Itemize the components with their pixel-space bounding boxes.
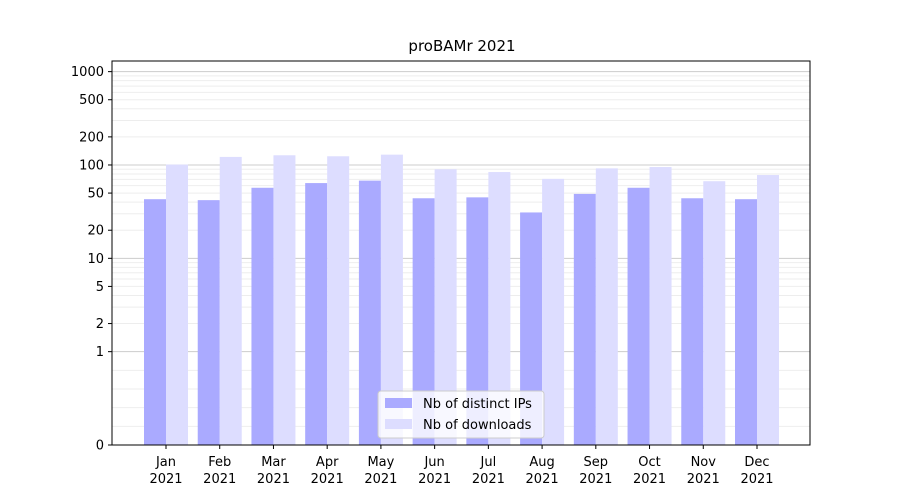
bar-downloads bbox=[380, 154, 403, 446]
bar-downloads bbox=[595, 168, 618, 445]
bar-downloads bbox=[434, 169, 457, 446]
bar-downloads bbox=[757, 175, 779, 445]
legend-box bbox=[377, 390, 545, 439]
legend-swatch bbox=[385, 419, 412, 429]
bar-downloads bbox=[273, 155, 296, 446]
y-tick-label: 500 bbox=[79, 93, 104, 108]
y-tick-label: 200 bbox=[79, 130, 104, 145]
y-tick-label: 20 bbox=[87, 224, 104, 239]
legend-swatch bbox=[385, 398, 412, 408]
bar-distinct-ips bbox=[681, 198, 704, 445]
bar-distinct-ips bbox=[251, 187, 274, 445]
x-tick-label: May 2021 bbox=[364, 455, 397, 487]
x-tick-label: Apr 2021 bbox=[311, 455, 344, 487]
x-tick-label: Dec 2021 bbox=[740, 455, 773, 487]
x-tick-label: Mar 2021 bbox=[257, 455, 290, 487]
bar-downloads bbox=[219, 156, 242, 445]
bar-distinct-ips bbox=[144, 199, 166, 445]
bar-distinct-ips bbox=[412, 198, 435, 445]
y-tick-label: 10 bbox=[87, 252, 104, 267]
x-tick-label: Aug 2021 bbox=[526, 455, 559, 487]
y-tick-label: 1 bbox=[96, 345, 104, 360]
bar-downloads bbox=[703, 181, 726, 446]
bar-distinct-ips bbox=[735, 199, 757, 445]
x-tick-label: Sep 2021 bbox=[579, 455, 612, 487]
y-tick-label: 50 bbox=[87, 187, 104, 202]
bar-distinct-ips bbox=[573, 193, 596, 445]
x-tick-label: Oct 2021 bbox=[633, 455, 666, 487]
bar-distinct-ips bbox=[520, 212, 543, 445]
bar-distinct-ips bbox=[466, 197, 489, 445]
x-tick-label: Feb 2021 bbox=[203, 455, 236, 487]
legend-label: Nb of downloads bbox=[423, 418, 532, 433]
bar-downloads bbox=[542, 178, 565, 445]
x-axis: Jan 2021 Feb 2021 Mar 2021 Apr 2021 May 2021 Jun 20… bbox=[149, 445, 774, 487]
y-tick-label: 0 bbox=[96, 439, 104, 454]
bar-distinct-ips bbox=[305, 183, 328, 446]
plot-frame bbox=[111, 60, 811, 446]
y-tick-label: 2 bbox=[96, 317, 104, 332]
y-tick-label: 5 bbox=[96, 280, 104, 295]
bar-downloads bbox=[166, 164, 188, 445]
legend: Nb of distinct IPs Nb of downloads bbox=[377, 390, 545, 439]
x-tick-label: Nov 2021 bbox=[687, 455, 720, 487]
bar-distinct-ips bbox=[627, 187, 650, 445]
y-axis: 0 1 2 5 10 20 50 100 200 500 1000 bbox=[71, 65, 112, 454]
y-tick-label: 100 bbox=[79, 158, 104, 173]
bars bbox=[144, 154, 779, 446]
x-tick-label: Jan 2021 bbox=[149, 455, 182, 487]
bar-downloads bbox=[649, 167, 672, 445]
chart-title: proBAMr 2021 bbox=[408, 37, 515, 55]
legend-label: Nb of distinct IPs bbox=[423, 397, 532, 412]
x-tick-label: Jun 2021 bbox=[418, 455, 451, 487]
bar-downloads bbox=[488, 172, 511, 445]
bar-distinct-ips bbox=[358, 180, 381, 445]
bar-downloads bbox=[327, 156, 350, 445]
x-tick-label: Jul 2021 bbox=[472, 455, 505, 487]
bar-distinct-ips bbox=[197, 200, 220, 445]
y-tick-label: 1000 bbox=[71, 65, 104, 80]
